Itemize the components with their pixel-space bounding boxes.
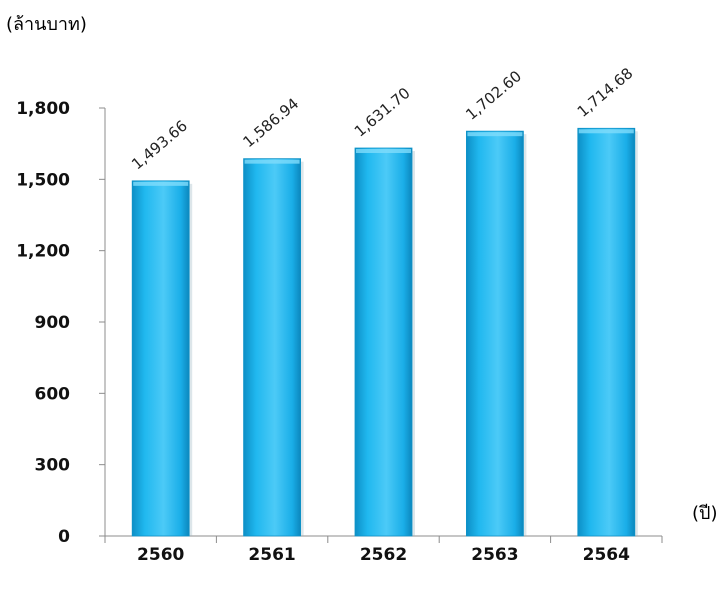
x-tick-label: 2564 xyxy=(583,545,630,565)
y-tick-label: 300 xyxy=(35,456,71,476)
bar-top-highlight xyxy=(356,149,411,154)
bar xyxy=(243,158,302,537)
x-tick-label: 2561 xyxy=(248,545,295,565)
x-axis-title: (ปี) xyxy=(692,503,717,524)
bar-value-label: 1,714.68 xyxy=(574,64,637,121)
bar-top-highlight xyxy=(133,181,189,186)
y-tick-label: 1,200 xyxy=(16,242,70,262)
bar-top-highlight xyxy=(244,159,300,164)
bar-value-label: 1,493.66 xyxy=(128,117,191,174)
y-tick-label: 1,500 xyxy=(16,170,70,190)
bar-value-label: 1,631.70 xyxy=(351,84,414,141)
x-axis-ticks: 2560 2561 2562 2563 2564 xyxy=(104,536,663,565)
y-tick-label: 0 xyxy=(58,527,70,547)
y-axis-title: (ล้านบาท) xyxy=(6,14,87,35)
y-tick-label: 1,800 xyxy=(16,99,70,119)
x-tick-label: 2560 xyxy=(137,545,184,565)
x-tick-label: 2562 xyxy=(360,545,407,565)
bar xyxy=(131,180,190,537)
bar-value-label: 1,586.94 xyxy=(240,94,303,151)
bar-top-highlight xyxy=(578,129,634,134)
x-tick-label: 2563 xyxy=(471,545,518,565)
y-tick-label: 900 xyxy=(35,313,71,333)
bar-value-label: 1,702.60 xyxy=(462,67,525,124)
bars-group xyxy=(131,127,638,537)
bar xyxy=(354,147,413,537)
bar xyxy=(465,130,524,537)
y-tick-label: 600 xyxy=(35,384,71,404)
bar xyxy=(577,127,636,537)
y-axis-ticks: 0 300 600 900 1,200 1,500 1,800 xyxy=(16,99,105,547)
bar-top-highlight xyxy=(467,132,523,137)
